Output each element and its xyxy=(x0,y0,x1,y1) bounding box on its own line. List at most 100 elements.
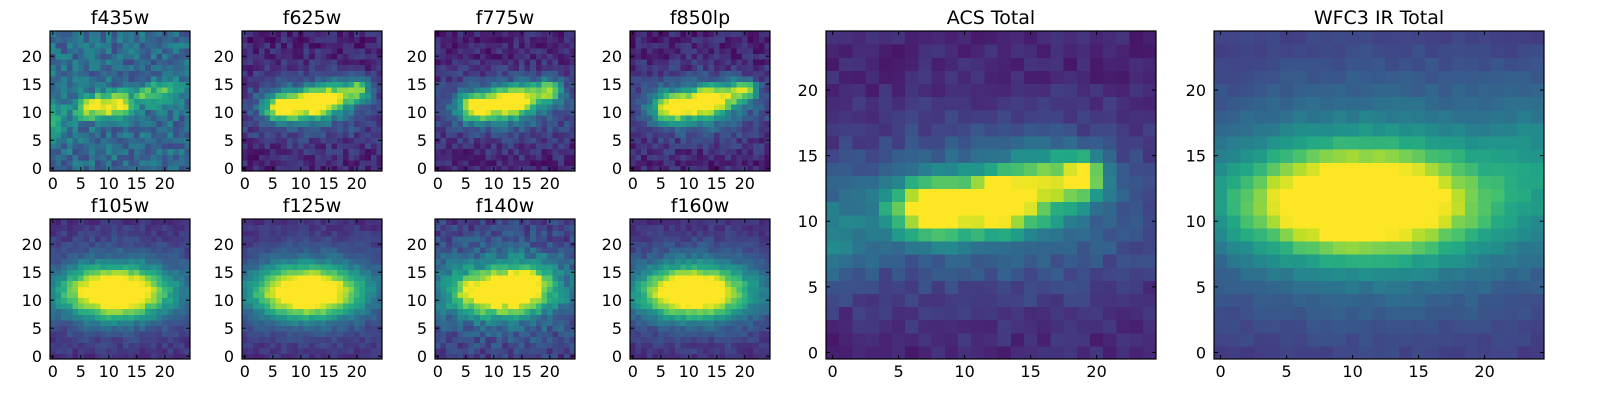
heatmap-cell xyxy=(320,291,327,298)
heatmap-cell xyxy=(714,297,721,304)
heatmap-cell xyxy=(635,275,642,282)
heatmap-cell xyxy=(354,42,361,49)
heatmap-cell xyxy=(354,247,361,254)
heatmap-cell xyxy=(725,120,732,127)
heatmap-cell xyxy=(547,53,554,60)
heatmap-cell xyxy=(686,64,693,71)
heatmap-cell xyxy=(747,159,754,166)
heatmap-cell xyxy=(342,70,349,77)
heatmap-cell xyxy=(178,115,185,122)
heatmap-cell xyxy=(100,247,107,254)
heatmap-cell xyxy=(61,159,68,166)
heatmap-cell xyxy=(558,331,565,338)
heatmap-cell xyxy=(117,219,124,226)
heatmap-cell xyxy=(314,36,321,43)
heatmap-cell xyxy=(247,126,254,133)
heatmap-cell xyxy=(117,98,124,105)
heatmap-cell xyxy=(630,280,637,287)
heatmap-cell xyxy=(292,126,299,133)
heatmap-cell xyxy=(111,126,118,133)
heatmap-cell xyxy=(485,75,492,82)
heatmap-cell xyxy=(89,308,96,315)
heatmap-cell xyxy=(630,331,637,338)
heatmap-cell xyxy=(479,258,486,265)
heatmap-cell xyxy=(253,137,260,144)
heatmap-cell xyxy=(134,314,141,321)
heatmap-cell xyxy=(641,120,648,127)
heatmap-cell xyxy=(736,286,743,293)
heatmap-cell xyxy=(286,31,293,38)
heatmap-cell xyxy=(83,109,90,116)
heatmap-cell xyxy=(348,353,355,360)
heatmap-cell xyxy=(258,103,265,110)
heatmap-cell xyxy=(652,353,659,360)
heatmap-cell xyxy=(552,47,559,54)
heatmap-cell xyxy=(435,64,442,71)
heatmap-cell xyxy=(106,303,113,310)
heatmap-cell xyxy=(558,154,565,161)
heatmap-cell xyxy=(513,87,520,94)
heatmap-cell xyxy=(94,297,101,304)
heatmap-cell xyxy=(708,291,715,298)
heatmap-cell xyxy=(139,103,146,110)
heatmap-cell xyxy=(145,258,152,265)
heatmap-cell xyxy=(451,269,458,276)
heatmap-cell xyxy=(451,42,458,49)
heatmap-cell xyxy=(167,297,174,304)
heatmap-cell xyxy=(270,154,277,161)
heatmap-cell xyxy=(275,314,282,321)
heatmap-cell xyxy=(658,75,665,82)
heatmap-cell xyxy=(674,159,681,166)
heatmap-cell xyxy=(128,120,135,127)
heatmap-cell xyxy=(326,120,333,127)
heatmap-cell xyxy=(686,347,693,354)
heatmap-cell xyxy=(646,314,653,321)
heatmap-cell xyxy=(242,148,249,155)
heatmap-cell xyxy=(72,331,79,338)
heatmap-cell xyxy=(162,297,169,304)
heatmap-cell xyxy=(569,263,576,270)
heatmap-cell xyxy=(491,36,498,43)
heatmap-cell xyxy=(513,31,520,38)
heatmap-cell xyxy=(89,275,96,282)
heatmap-cell xyxy=(552,70,559,77)
heatmap-cell xyxy=(547,241,554,248)
heatmap-cell xyxy=(708,303,715,310)
heatmap-cell xyxy=(303,347,310,354)
heatmap-cell xyxy=(111,115,118,122)
heatmap-cell xyxy=(134,263,141,270)
heatmap-cell xyxy=(646,115,653,122)
heatmap-cell xyxy=(253,64,260,71)
heatmap-cell xyxy=(463,291,470,298)
heatmap-cell xyxy=(669,75,676,82)
heatmap-cell xyxy=(502,47,509,54)
heatmap-cell xyxy=(354,235,361,242)
heatmap-cell xyxy=(303,275,310,282)
heatmap-cell xyxy=(270,224,277,231)
heatmap-cell xyxy=(730,120,737,127)
heatmap-cell xyxy=(50,115,57,122)
heatmap-cell xyxy=(134,131,141,138)
heatmap-cell xyxy=(764,64,771,71)
heatmap-cell xyxy=(178,59,185,66)
heatmap-cell xyxy=(663,331,670,338)
heatmap-cell xyxy=(337,154,344,161)
heatmap-cell xyxy=(719,92,726,99)
heatmap-cell xyxy=(440,103,447,110)
heatmap-cell xyxy=(451,120,458,127)
heatmap-cell xyxy=(485,291,492,298)
heatmap-cell xyxy=(641,75,648,82)
heatmap-cell xyxy=(563,336,570,343)
heatmap-cell xyxy=(337,224,344,231)
heatmap-cell xyxy=(264,131,271,138)
heatmap-cell xyxy=(162,126,169,133)
heatmap-cell xyxy=(513,98,520,105)
heatmap-cell xyxy=(320,42,327,49)
heatmap-cell xyxy=(530,109,537,116)
heatmap-cell xyxy=(686,120,693,127)
heatmap-cell xyxy=(286,319,293,326)
heatmap-cell xyxy=(686,126,693,133)
heatmap-cell xyxy=(552,336,559,343)
heatmap-cell xyxy=(446,291,453,298)
heatmap-cell xyxy=(83,81,90,88)
